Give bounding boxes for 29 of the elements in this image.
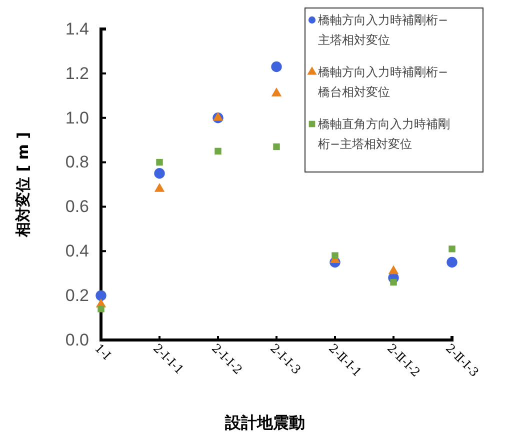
x-tick-label: 1-Ⅰ [92,341,114,363]
y-tick-label: 1.2 [65,64,89,83]
y-tick-label: 0.6 [65,197,89,216]
point [446,256,458,268]
y-tick-label: 1.4 [65,19,89,38]
legend-label: 橋軸方向入力時補剛桁−橋台相対変位 [318,65,448,99]
point [154,183,165,192]
point [156,158,163,166]
point [388,265,399,274]
y-tick-label: 0.4 [65,242,89,261]
point [448,246,456,252]
legend-label: 橋軸直角方向入力時補剛桁−主塔相対変位 [318,117,450,151]
point [96,290,106,301]
point [154,168,165,179]
y-axis-title: 相対変位 [ m ] [14,132,32,238]
y-tick-label: 1.0 [65,108,89,128]
legend-label: 橋軸方向入力時補剛桁−主塔相対変位 [318,13,448,47]
y-tick-label: 0.0 [65,330,89,350]
point [273,143,280,150]
y-tick-label: 0.2 [65,286,89,306]
point [271,88,282,96]
x-axis-title: 設計地震動 [224,413,305,432]
y-tick-label: 0.8 [65,152,89,172]
point [390,278,397,286]
point [98,306,104,312]
point [212,112,224,121]
point [271,61,282,72]
point [332,252,338,259]
point [214,148,222,155]
